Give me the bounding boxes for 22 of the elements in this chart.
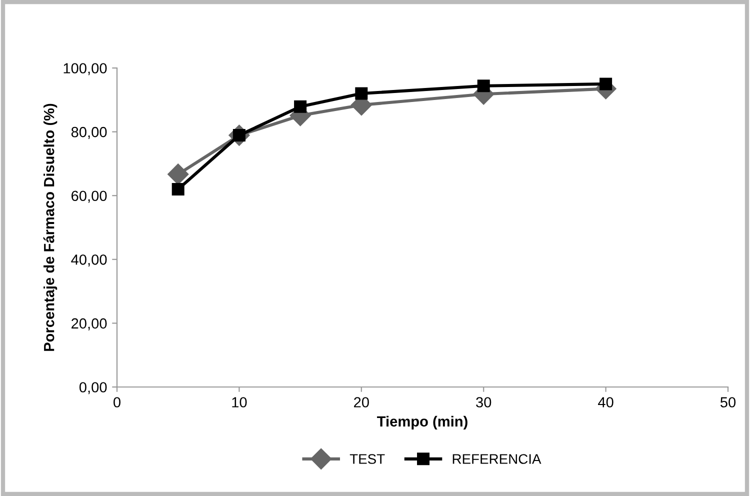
y-tick-label: 0,00	[79, 382, 107, 394]
y-tick-label: 40,00	[71, 254, 107, 267]
x-tick-label: 30	[476, 397, 492, 408]
x-tick-label: 40	[598, 397, 614, 408]
y-tick-label: 100,00	[64, 63, 107, 76]
y-tick-label: 20,00	[72, 318, 107, 330]
x-tick-label: 20	[354, 397, 369, 408]
y-tick-label: 60,00	[72, 190, 107, 203]
point	[172, 182, 184, 196]
legend-label: REFERENCIA	[452, 454, 542, 464]
legend-label: TEST	[350, 454, 385, 464]
y-tick-label: 80,00	[71, 126, 107, 139]
point	[168, 164, 189, 185]
point	[294, 100, 307, 113]
x-tick-label: 0	[114, 397, 120, 408]
point	[355, 87, 368, 100]
point	[477, 80, 490, 92]
x-tick-label: 50	[720, 397, 736, 408]
point	[600, 78, 612, 90]
x-tick-label: 10	[232, 397, 247, 408]
x-axis-title: Tiempo (min)	[377, 416, 468, 430]
y-axis-title: Porcentaje de Fármaco Disuelto (%)	[43, 104, 58, 351]
